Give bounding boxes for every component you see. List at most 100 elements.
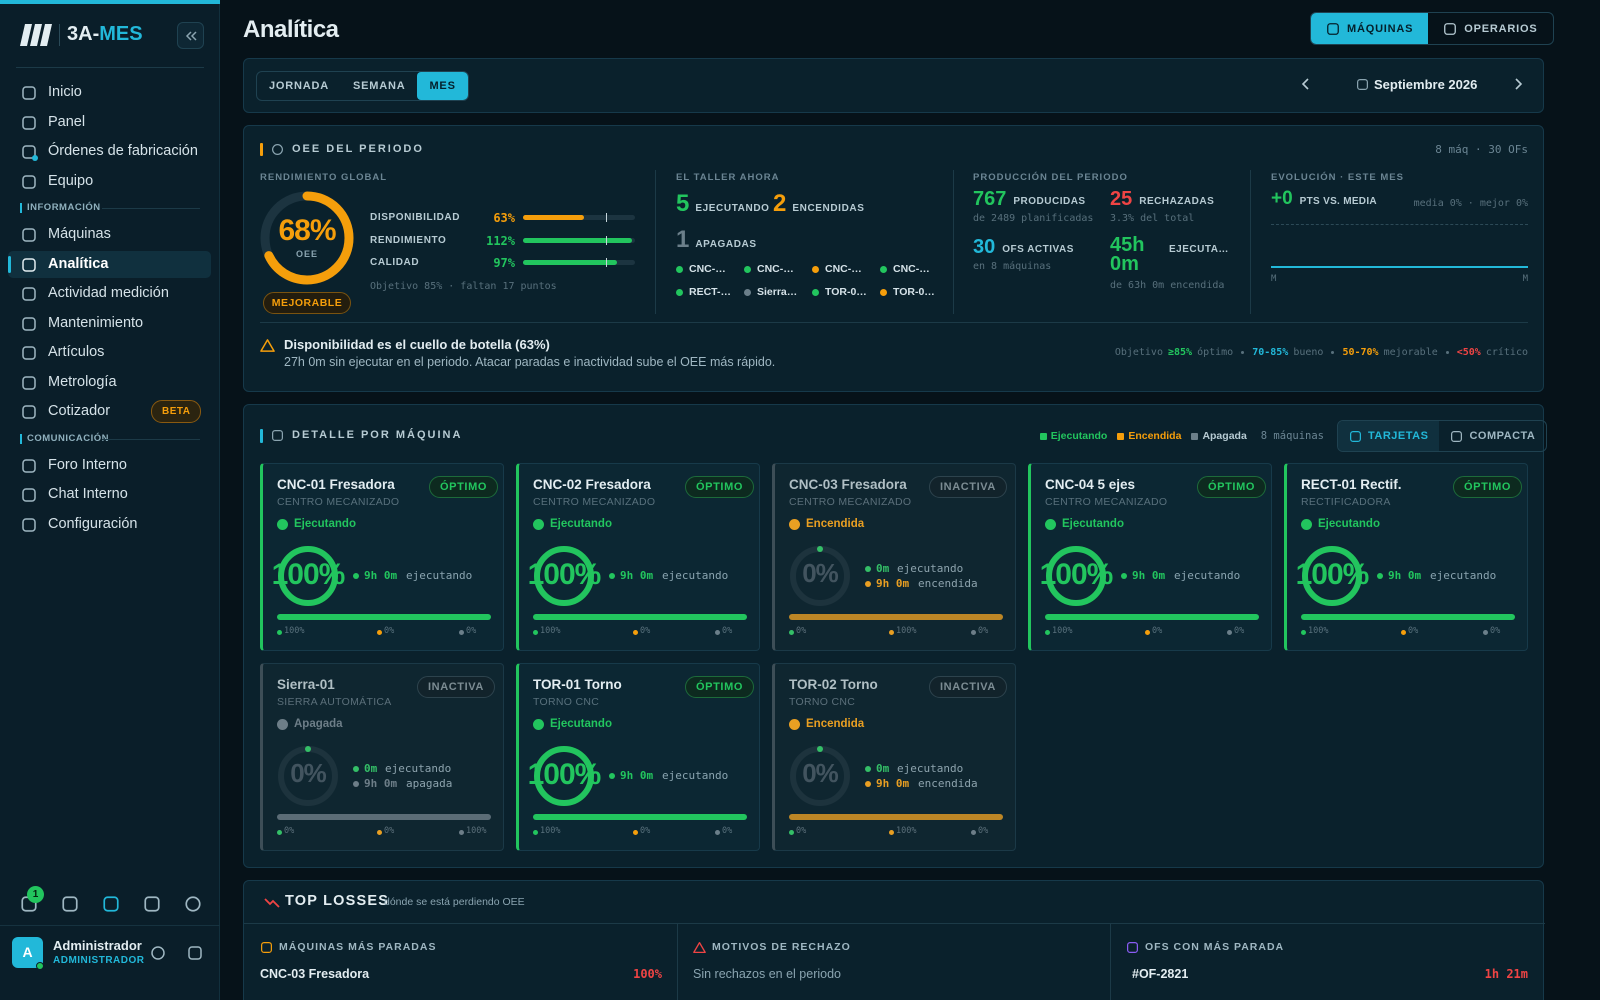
nav-item[interactable]: Órdenes de fabricación xyxy=(0,137,220,167)
losses-title: TOP LOSSES xyxy=(285,893,390,909)
machine-card[interactable]: RECT-01 Rectif. RECTIFICADORA ÓPTIMO Ejecut… xyxy=(1284,463,1528,651)
icon xyxy=(22,405,36,419)
nav-item[interactable]: Panel xyxy=(0,108,220,138)
column-divider xyxy=(1110,924,1111,1000)
stat-sub: 3.3% del total xyxy=(1110,213,1195,224)
machine-card[interactable]: CNC-04 5 ejes CENTRO MECANIZADO ÓPTIMO Ejec… xyxy=(1028,463,1272,651)
status-label: Ejecutando xyxy=(550,718,612,730)
bar-label: 100% xyxy=(1308,626,1329,636)
machine-card[interactable]: TOR-02 Torno TORNO CNC INACTIVA Encendida 0%… xyxy=(772,663,1016,851)
line-time: 9h 0m xyxy=(1132,569,1166,582)
machine-card[interactable]: CNC-01 Fresadora CENTRO MECANIZADO ÓPTIMO E… xyxy=(260,463,504,651)
bar-label-dot xyxy=(1045,630,1050,635)
panel-rule xyxy=(260,322,1528,323)
view-label: OPERARIOS xyxy=(1464,22,1538,35)
period-tab[interactable]: MES xyxy=(417,72,468,100)
nav-item[interactable]: Chat Interno xyxy=(0,480,220,510)
icon xyxy=(272,144,283,155)
logo-mark xyxy=(20,24,52,46)
bar-label-dot xyxy=(277,830,282,835)
icon xyxy=(1350,430,1361,442)
oee-badge: MEJORABLE xyxy=(263,292,351,314)
user-role: ADMINISTRADOR xyxy=(53,955,145,966)
nav-item[interactable]: Analítica xyxy=(0,250,220,280)
footer-button[interactable] xyxy=(143,895,161,913)
icon xyxy=(260,339,275,352)
view-button[interactable]: MÁQUINAS xyxy=(1311,13,1429,44)
nav-label: Metrología xyxy=(48,373,117,390)
line-dot xyxy=(1121,573,1127,579)
chip-dot xyxy=(676,266,683,273)
nav-item[interactable]: Mantenimiento xyxy=(0,309,220,339)
nav-item[interactable]: Equipo xyxy=(0,167,220,197)
machine-card[interactable]: Sierra-01 SIERRA AUTOMÁTICA INACTIVA Apagad… xyxy=(260,663,504,851)
machine-pct: 0% xyxy=(290,758,327,788)
bar-label-dot xyxy=(459,830,464,835)
icon xyxy=(22,174,36,189)
collapse-button[interactable] xyxy=(177,22,204,49)
machine-type: CENTRO MECANIZADO xyxy=(277,496,400,508)
nav-item[interactable]: Foro Interno xyxy=(0,451,220,481)
bar-label-dot xyxy=(1227,630,1232,635)
nav-item[interactable]: Máquinas xyxy=(0,220,220,250)
nav-item[interactable]: Actividad medición xyxy=(0,279,220,309)
nav-item[interactable]: Artículos xyxy=(0,338,220,368)
period-tab[interactable]: JORNADA xyxy=(269,80,329,92)
alert-title: Disponibilidad es el cuello de botella (… xyxy=(284,337,550,352)
scale-range: <50% xyxy=(1456,347,1481,358)
footer-button[interactable] xyxy=(61,895,79,913)
target-mark xyxy=(605,258,608,267)
bar-label-dot xyxy=(715,830,720,835)
footer-button[interactable] xyxy=(102,895,120,913)
legend-swatch xyxy=(1191,432,1199,440)
bar-label: 100% xyxy=(896,826,917,836)
trend-down xyxy=(264,898,280,908)
line-time: 9h 0m xyxy=(1388,569,1422,582)
stat-label: EJECUTA… xyxy=(1169,244,1229,255)
machine-card[interactable]: CNC-02 Fresadora CENTRO MECANIZADO ÓPTIMO E… xyxy=(516,463,760,651)
icon-shape xyxy=(22,405,36,419)
layout-button[interactable]: TARJETAS xyxy=(1338,421,1440,451)
nav-item[interactable]: Cotizador BETA xyxy=(0,397,220,427)
icon xyxy=(22,86,36,100)
footer-button[interactable] xyxy=(184,895,202,913)
section-tick xyxy=(260,143,263,156)
layout-button[interactable]: COMPACTA xyxy=(1439,421,1546,451)
icon xyxy=(22,458,36,473)
view-button[interactable]: OPERARIOS xyxy=(1428,13,1552,44)
bar-label-dot xyxy=(1301,630,1306,635)
nav: Inicio Panel Órdenes de fabricación Equipo I… xyxy=(0,78,220,539)
icon xyxy=(62,896,78,912)
line-label: ejecutando xyxy=(662,769,729,782)
machine-card[interactable]: TOR-01 Torno TORNO CNC ÓPTIMO Ejecutando 100… xyxy=(516,663,760,851)
period-tab[interactable]: SEMANA xyxy=(353,80,406,92)
icon-shape xyxy=(22,488,36,502)
nav-label: Equipo xyxy=(48,172,94,189)
gauge xyxy=(534,746,594,806)
prev-period[interactable] xyxy=(1299,77,1313,91)
shop-count: 2 ENCENDIDAS xyxy=(773,190,864,218)
machine-card[interactable]: CNC-03 Fresadora CENTRO MECANIZADO INACTIV… xyxy=(772,463,1016,651)
time-bar xyxy=(1301,614,1515,620)
metric-name: DISPONIBILIDAD xyxy=(370,212,461,223)
legend-swatch xyxy=(1039,432,1047,440)
nav-item[interactable]: Configuración xyxy=(0,510,220,540)
production-stat: 767 PRODUCIDAS xyxy=(973,188,1086,211)
bar-label-dot xyxy=(1401,630,1406,635)
next-period[interactable] xyxy=(1511,77,1525,91)
time-bar xyxy=(533,614,747,620)
bar-label: 0% xyxy=(796,626,807,636)
section-title: DETALLE POR MÁQUINA xyxy=(292,429,463,441)
nav-item[interactable]: Inicio xyxy=(0,78,220,108)
losses-row-value: 100% xyxy=(633,967,662,981)
trend-line xyxy=(1271,266,1528,268)
machine-badge: ÓPTIMO xyxy=(685,476,754,498)
production-stat: 25 RECHAZADAS xyxy=(1110,188,1214,211)
metric-value: 112% xyxy=(486,233,515,248)
line-time: 0m xyxy=(364,762,378,775)
x-label-start: M xyxy=(1271,274,1277,284)
machine-badge: INACTIVA xyxy=(417,676,495,698)
nav-item[interactable]: Metrología xyxy=(0,368,220,398)
icon-shape xyxy=(22,174,36,189)
scale-range: 50-70% xyxy=(1342,347,1379,358)
